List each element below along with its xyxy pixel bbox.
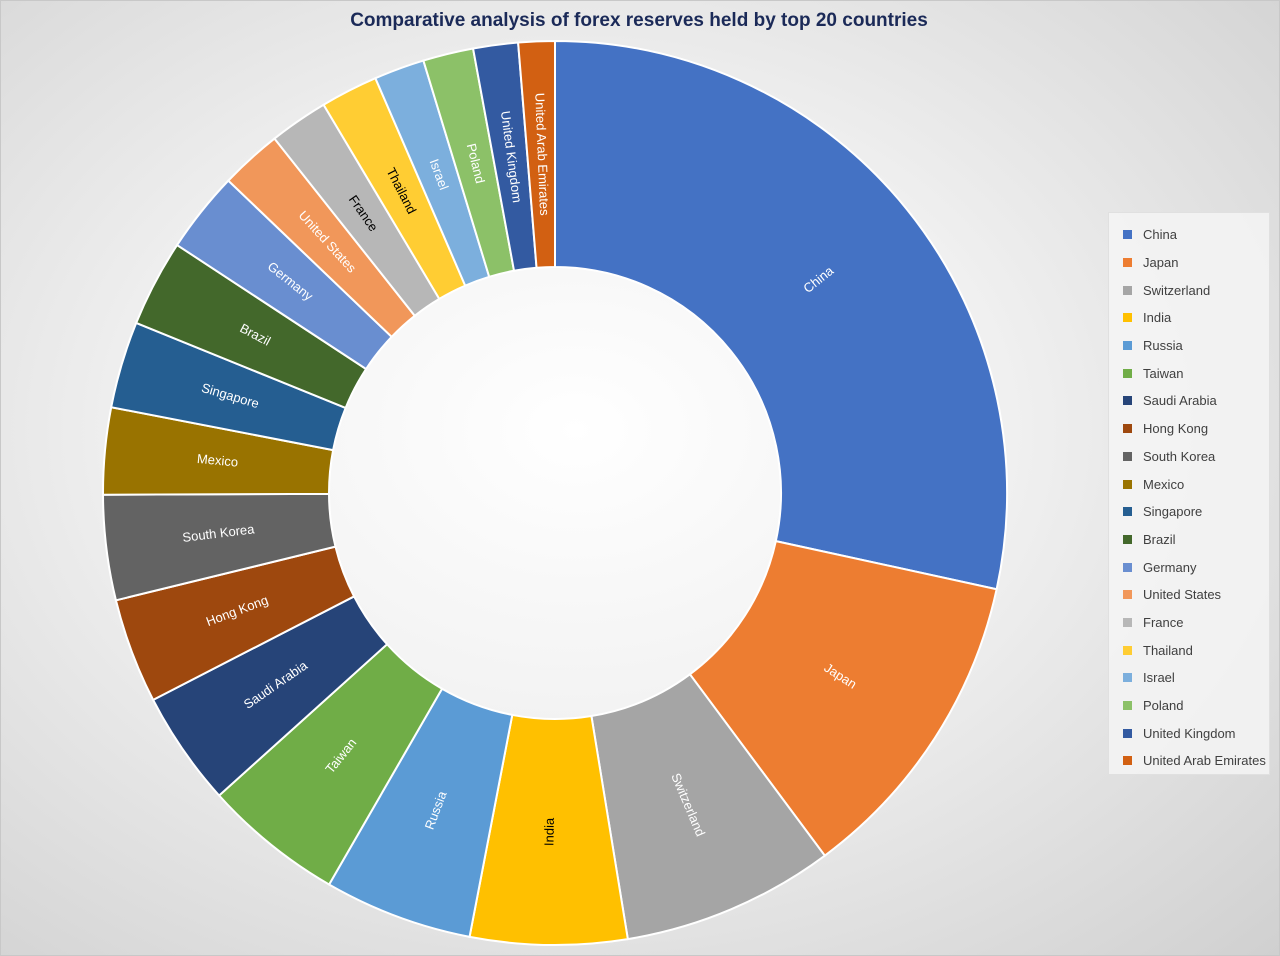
legend-swatch xyxy=(1123,258,1132,268)
legend-label: China xyxy=(1143,227,1177,243)
legend-item[interactable]: France xyxy=(1109,609,1269,637)
legend-label: United Kingdom xyxy=(1143,725,1236,741)
slice-china[interactable] xyxy=(554,39,1008,591)
legend-label: Singapore xyxy=(1143,504,1203,520)
legend-swatch xyxy=(1123,479,1132,489)
legend-label: Brazil xyxy=(1143,531,1176,547)
legend-label: Germany xyxy=(1143,559,1197,575)
legend-swatch xyxy=(1123,728,1132,738)
legend-swatch xyxy=(1123,451,1132,461)
legend-label: India xyxy=(1143,310,1172,326)
legend-label: Switzerland xyxy=(1143,282,1211,298)
legend-item[interactable]: Hong Kong xyxy=(1109,415,1269,443)
legend-item[interactable]: Saudi Arabia xyxy=(1109,387,1269,415)
slice-united-arab-emirates[interactable] xyxy=(517,39,556,269)
legend-item[interactable]: Taiwan xyxy=(1109,359,1269,387)
legend-item[interactable]: United States xyxy=(1109,581,1269,609)
legend-label: Thailand xyxy=(1143,642,1193,658)
legend-label: Russia xyxy=(1143,338,1183,354)
legend-swatch xyxy=(1123,368,1132,378)
legend-swatch xyxy=(1123,507,1132,517)
legend-item[interactable]: Israel xyxy=(1109,664,1269,692)
legend-swatch xyxy=(1123,562,1132,572)
legend-swatch xyxy=(1123,590,1132,600)
legend-item[interactable]: India xyxy=(1109,304,1269,332)
legend-item[interactable]: Thailand xyxy=(1109,636,1269,664)
legend: China Japan Switzerland India Russia Taiwan Sa… xyxy=(1108,212,1270,775)
legend-item[interactable]: Japan xyxy=(1109,249,1269,277)
legend-label: Taiwan xyxy=(1143,365,1184,381)
legend-swatch xyxy=(1123,313,1132,323)
legend-item[interactable]: Poland xyxy=(1109,692,1269,720)
data-label: Mexico xyxy=(196,451,238,470)
legend-item[interactable]: United Arab Emirates xyxy=(1109,747,1269,775)
legend-label: Poland xyxy=(1143,698,1184,714)
legend-item[interactable]: China xyxy=(1109,221,1269,249)
legend-swatch xyxy=(1123,341,1132,351)
legend-label: United States xyxy=(1143,587,1222,603)
legend-label: South Korea xyxy=(1143,448,1216,464)
legend-swatch xyxy=(1123,424,1132,434)
data-label: India xyxy=(541,817,556,846)
legend-swatch xyxy=(1123,285,1132,295)
legend-label: United Arab Emirates xyxy=(1143,753,1266,769)
legend-swatch xyxy=(1123,617,1132,627)
legend-label: Japan xyxy=(1143,255,1179,271)
legend-item[interactable]: United Kingdom xyxy=(1109,719,1269,747)
legend-item[interactable]: Brazil xyxy=(1109,526,1269,554)
legend-item[interactable]: Switzerland xyxy=(1109,276,1269,304)
legend-swatch xyxy=(1123,534,1132,544)
legend-item[interactable]: Mexico xyxy=(1109,470,1269,498)
legend-item[interactable]: Singapore xyxy=(1109,498,1269,526)
legend-label: Saudi Arabia xyxy=(1143,393,1217,409)
data-label: United Arab Emirates xyxy=(532,93,552,217)
legend-swatch xyxy=(1123,673,1132,683)
legend-swatch xyxy=(1123,756,1132,766)
legend-label: Israel xyxy=(1143,670,1175,686)
legend-item[interactable]: Germany xyxy=(1109,553,1269,581)
donut-chart: ChinaJapanSwitzerlandIndiaRussiaTaiwanSa… xyxy=(101,39,1008,946)
legend-label: Hong Kong xyxy=(1143,421,1209,437)
legend-item[interactable]: Russia xyxy=(1109,332,1269,360)
legend-swatch xyxy=(1123,645,1132,655)
legend-label: Mexico xyxy=(1143,476,1185,492)
chart-title: Comparative analysis of forex reserves h… xyxy=(350,10,928,31)
legend-swatch xyxy=(1123,230,1132,240)
legend-swatch xyxy=(1123,701,1132,711)
legend-swatch xyxy=(1123,396,1132,406)
legend-item[interactable]: South Korea xyxy=(1109,443,1269,471)
legend-label: France xyxy=(1143,614,1184,630)
